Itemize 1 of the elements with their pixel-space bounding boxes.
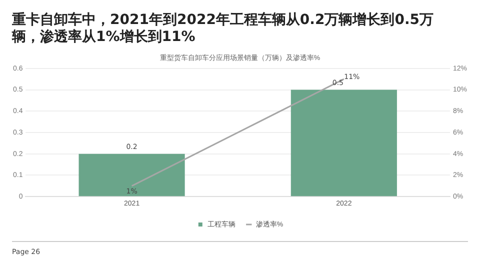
chart-title: 重卡自卸车中，2021年到2022年工程车辆从0.2万辆增长到0.5万辆，渗透率从1%增长到11% [12, 12, 435, 46]
